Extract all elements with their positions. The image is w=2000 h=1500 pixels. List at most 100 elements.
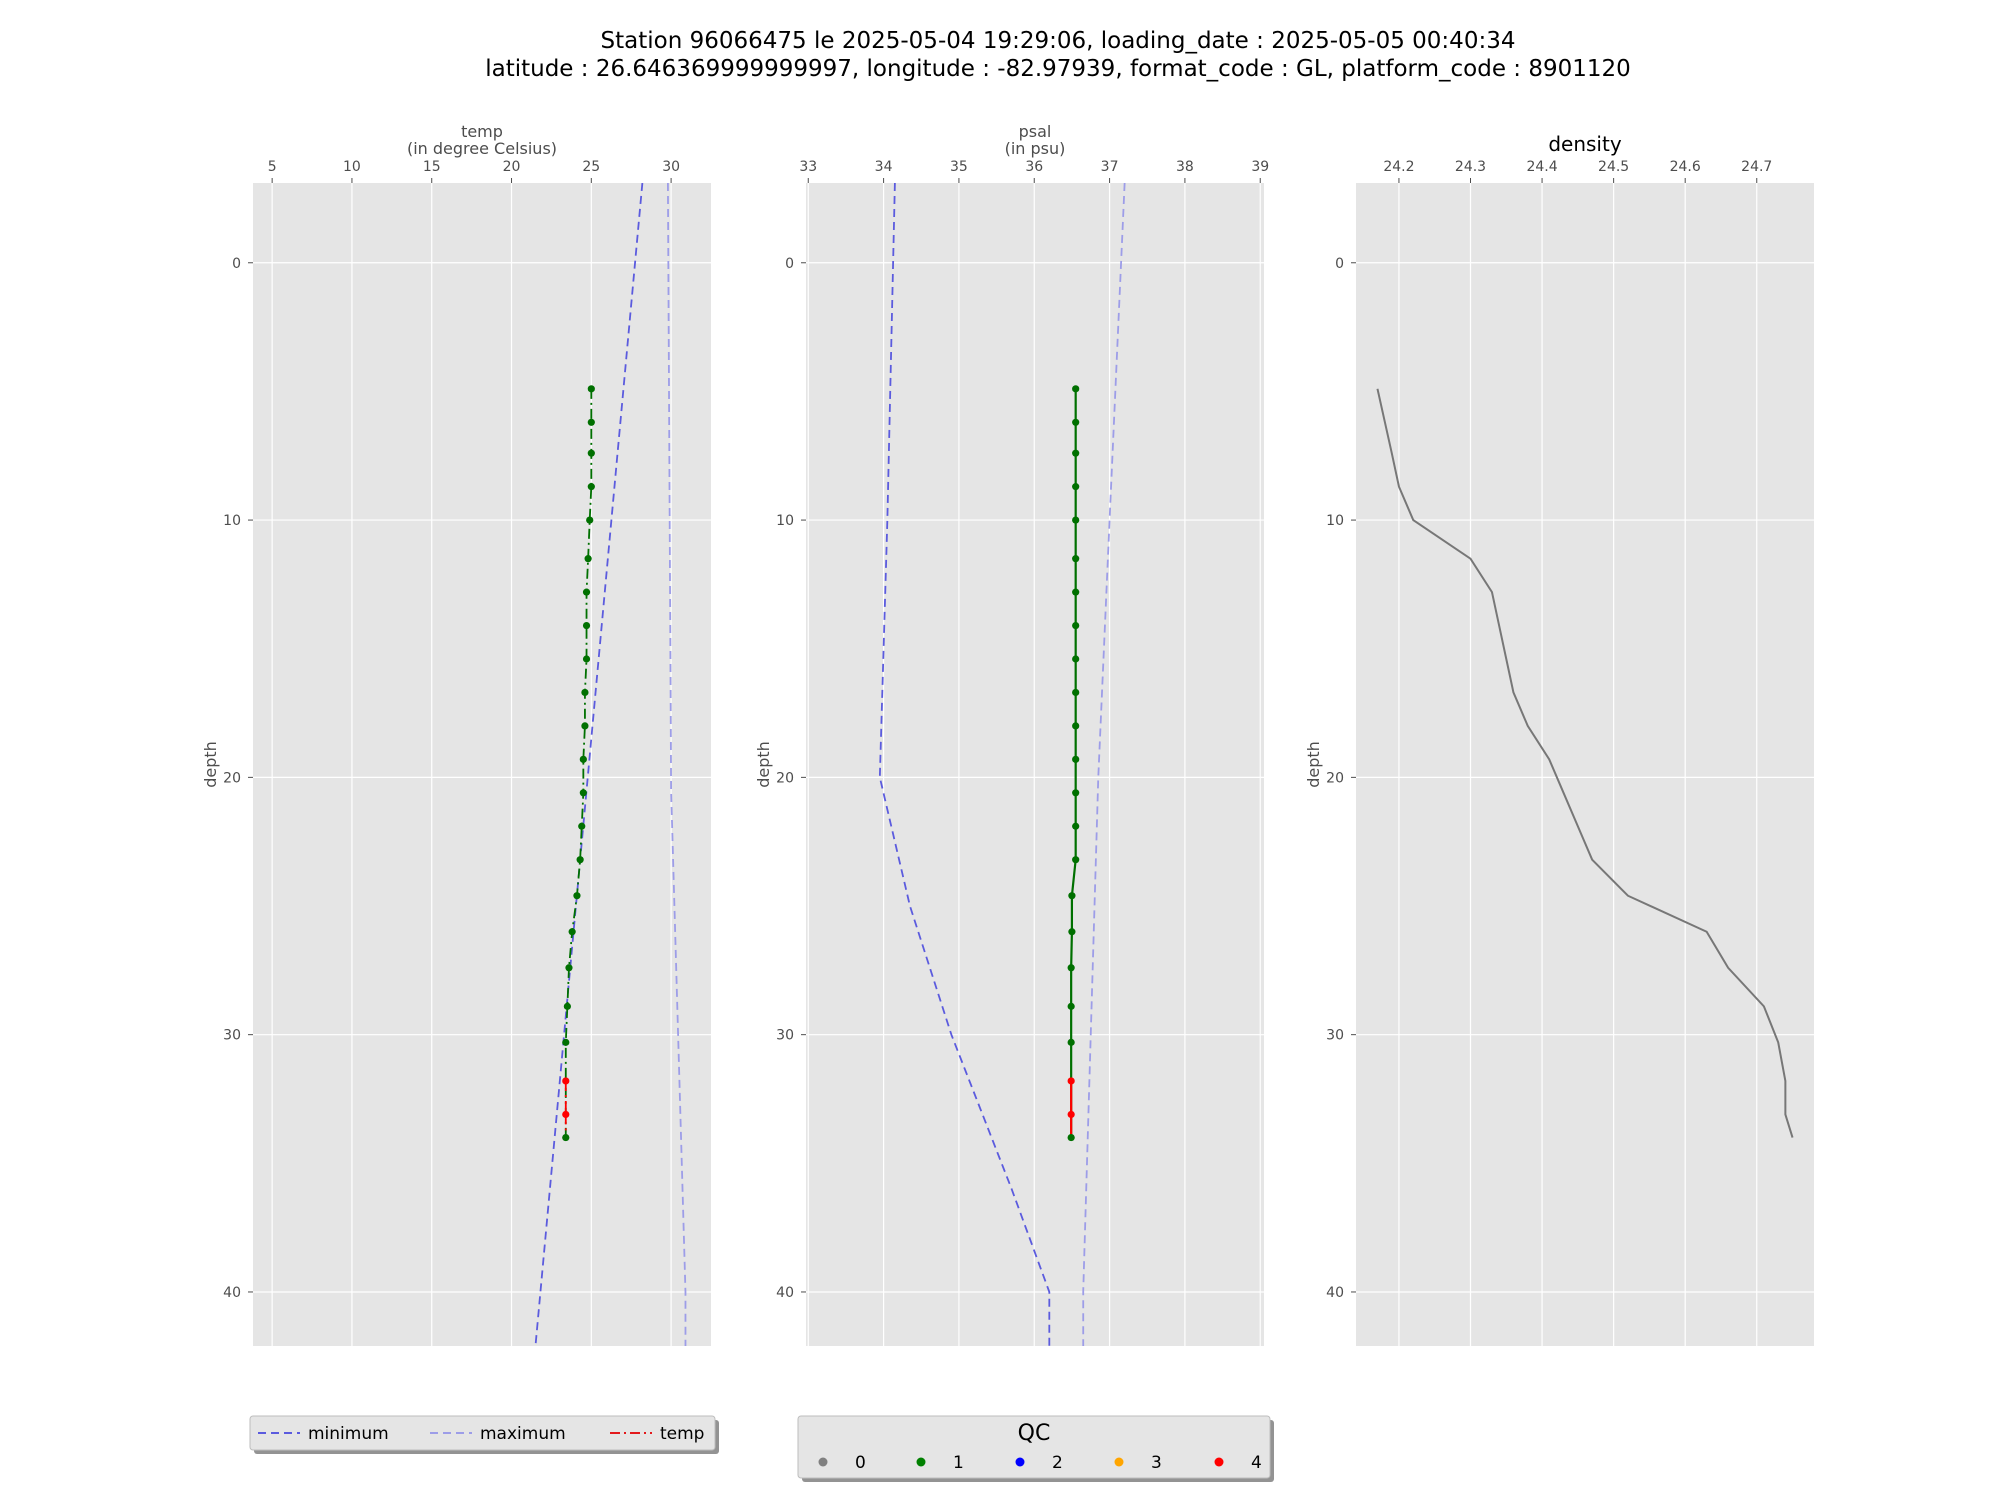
density-x-tick-label: 24.5: [1598, 159, 1629, 175]
temp-x-tick-label: 30: [662, 159, 680, 175]
psal-x-tick-label: 36: [1025, 159, 1043, 175]
psal-qc-point: [1072, 722, 1080, 730]
temp-qc-point: [582, 621, 591, 630]
temp-series-temp: [564, 388, 593, 1138]
density-panel: 24.2 24.3 24.4 24.5 24.6 24.7 0 10 20 30 40 depth de…: [1304, 132, 1814, 1346]
psal-qc-point: [1072, 588, 1080, 596]
psal-x-tick-label: 39: [1251, 159, 1269, 175]
temp-qc-point: [587, 418, 595, 426]
temp-qc-point: [582, 588, 591, 596]
temp-qc-point: [563, 1002, 571, 1010]
temp-x-tick-label: 10: [343, 159, 361, 175]
density-x-tick-label: 24.4: [1526, 159, 1557, 175]
psal-y-tick-label: 0: [785, 256, 794, 272]
temp-plot-area: [253, 183, 711, 1346]
temp-y-tick-label: 0: [232, 256, 241, 272]
temp-qc-point: [582, 655, 591, 663]
density-x-tick-label: 24.7: [1741, 159, 1772, 175]
temp-x-tick-label: 25: [582, 159, 600, 175]
legend-label-temp: temp: [660, 1424, 704, 1444]
temp-qc-point: [584, 555, 592, 563]
figure-title-line-2: latitude : 26.646369999999997, longitude…: [485, 56, 1631, 82]
psal-x-tick-label: 34: [875, 159, 893, 175]
temp-y-tick-label: 20: [223, 770, 241, 786]
temp-qc-point: [581, 722, 589, 730]
temp-x-tick-label: 20: [503, 159, 521, 175]
psal-qc-point: [1072, 856, 1080, 864]
temp-x-axis-label-line-1: temp: [461, 122, 503, 141]
temp-qc-point: [576, 856, 584, 864]
psal-qc-point: [1072, 621, 1080, 630]
qc-legend-label-0: 0: [855, 1453, 866, 1473]
density-y-tick-label: 20: [1326, 770, 1344, 786]
series-legend: minimum maximum temp: [249, 1415, 719, 1454]
temp-y-tick-label: 10: [223, 513, 241, 529]
qc-legend: QC 0 1 2 3 4: [797, 1415, 1274, 1482]
qc-legend-label-3: 3: [1151, 1453, 1162, 1473]
density-x-tick-label: 24.6: [1670, 159, 1701, 175]
psal-series-minimum: [878, 183, 1051, 1346]
density-plot-area: [1356, 183, 1814, 1346]
temp-x-axis-label-line-2: (in degree Celsius): [407, 139, 557, 158]
temp-qc-point: [587, 449, 595, 457]
psal-qc-point: [1067, 1110, 1075, 1119]
qc-legend-marker-2: [1015, 1457, 1025, 1467]
density-panel-title: density: [1548, 132, 1621, 156]
psal-qc-point: [1072, 822, 1080, 830]
temp-qc-point: [568, 928, 576, 936]
psal-y-tick-label: 20: [776, 770, 794, 786]
temp-qc-point: [587, 483, 595, 491]
temp-y-tick-label: 30: [223, 1028, 241, 1044]
qc-legend-label-2: 2: [1052, 1453, 1063, 1473]
density-y-tick-label: 30: [1326, 1028, 1344, 1044]
temp-qc-point: [581, 688, 589, 697]
temp-x-tick-label: 15: [423, 159, 441, 175]
series-legend-box: [249, 1415, 716, 1451]
density-series-density: [1376, 388, 1794, 1138]
psal-y-tick-label: 30: [776, 1028, 794, 1044]
density-y-tick-label: 0: [1335, 256, 1344, 272]
qc-legend-marker-4: [1214, 1457, 1224, 1467]
psal-series-maximum: [1082, 183, 1126, 1346]
qc-legend-title: QC: [1018, 1421, 1051, 1446]
psal-qc-point: [1072, 655, 1080, 663]
qc-legend-marker-1: [916, 1457, 926, 1467]
psal-x-axis-label-line-1: psal: [1019, 122, 1052, 141]
psal-qc-point: [1072, 418, 1080, 426]
qc-legend-label-1: 1: [953, 1453, 964, 1473]
qc-legend-marker-3: [1114, 1457, 1124, 1467]
density-y-axis-label: depth: [1304, 741, 1323, 788]
psal-qc-point: [1072, 688, 1080, 697]
psal-qc-point: [1067, 964, 1075, 972]
qc-legend-box: [797, 1415, 1271, 1479]
psal-y-axis-label: depth: [754, 741, 773, 788]
density-x-tick-label: 24.3: [1455, 159, 1486, 175]
psal-plot-area: [806, 183, 1264, 1346]
qc-legend-marker-0: [818, 1457, 828, 1467]
density-y-tick-label: 10: [1326, 513, 1344, 529]
psal-x-tick-label: 37: [1101, 159, 1119, 175]
psal-qc-point: [1072, 789, 1080, 797]
psal-y-tick-label: 10: [776, 513, 794, 529]
temp-qc-point: [562, 1038, 570, 1046]
psal-qc-point: [1072, 385, 1080, 393]
temp-qc-point: [578, 822, 586, 830]
temp-qc-point: [586, 516, 594, 524]
temp-qc-point: [565, 964, 573, 972]
temp-qc-point: [587, 385, 595, 393]
temp-panel: 5 10 15 20 25 30 0 10 20 30 40 depth temp(in degree …: [201, 122, 711, 1346]
psal-x-tick-label: 33: [799, 159, 817, 175]
temp-x-tick-label: 5: [268, 159, 277, 175]
density-y-tick-label: 40: [1326, 1285, 1344, 1301]
density-x-tick-label: 24.2: [1383, 159, 1414, 175]
psal-x-axis-label-line-2: (in psu): [1005, 139, 1066, 158]
legend-label-maximum: maximum: [480, 1424, 566, 1444]
temp-qc-point: [562, 1110, 570, 1119]
temp-series-maximum: [667, 183, 687, 1346]
psal-qc-point: [1067, 1002, 1075, 1010]
psal-qc-point: [1067, 1038, 1075, 1046]
qc-legend-label-4: 4: [1251, 1453, 1262, 1473]
psal-qc-point: [1068, 892, 1076, 900]
psal-y-tick-label: 40: [776, 1285, 794, 1301]
